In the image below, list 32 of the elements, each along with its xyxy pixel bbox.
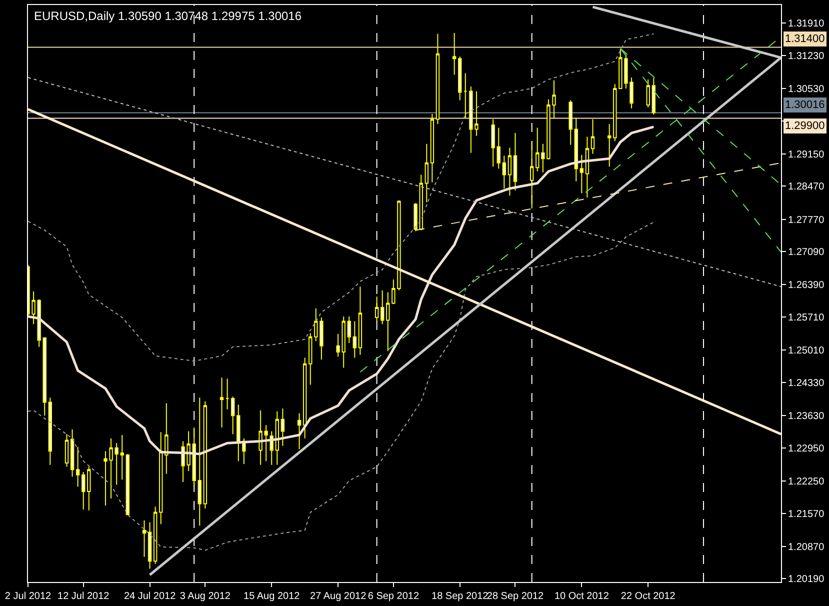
- y-tick-label: 1.23630: [788, 411, 825, 422]
- x-tick-label: 15 Aug 2012: [244, 591, 300, 602]
- y-tick-label: 1.25710: [788, 312, 825, 324]
- chart-title: EURUSD,Daily 1.30590 1.30748 1.29975 1.30016: [34, 9, 302, 23]
- x-tick-label: 3 Aug 2012: [180, 591, 231, 602]
- ref-line-label: 1.29900: [785, 120, 825, 132]
- y-tick-label: 1.22950: [788, 443, 825, 454]
- y-tick-label: 1.29150: [788, 149, 825, 160]
- ref-line-label: 1.30016: [785, 99, 825, 111]
- x-tick-label: 27 Aug 2012: [310, 591, 367, 602]
- y-tick-label: 1.25010: [788, 346, 825, 357]
- y-tick-label: 1.27090: [788, 247, 825, 258]
- x-tick-label: 18 Sep 2012: [432, 591, 489, 602]
- x-tick-label: 24 Jul 2012: [124, 591, 176, 602]
- x-tick-label: 28 Sep 2012: [486, 591, 544, 602]
- x-tick-label: 6 Sep 2012: [368, 591, 420, 602]
- y-tick-label: 1.26390: [788, 280, 825, 292]
- y-tick-label: 1.21570: [788, 508, 825, 520]
- ref-line-label: 1.31400: [785, 33, 825, 45]
- y-tick-label: 1.31230: [788, 50, 825, 62]
- y-tick-label: 1.20870: [788, 542, 825, 553]
- y-tick-label: 1.31910: [788, 18, 825, 30]
- y-tick-label: 1.27770: [788, 214, 825, 226]
- y-tick-label: 1.24330: [788, 378, 825, 389]
- x-tick-label: 22 Oct 2012: [620, 591, 676, 602]
- y-tick-label: 1.20190: [788, 574, 825, 586]
- x-tick-label: 2 Jul 2012: [4, 591, 52, 602]
- y-tick-label: 1.28470: [788, 182, 825, 193]
- y-tick-label: 1.22250: [788, 476, 825, 488]
- x-tick-label: 10 Oct 2012: [554, 591, 610, 602]
- y-tick-label: 1.30530: [788, 84, 825, 95]
- x-tick-label: 12 Jul 2012: [58, 591, 110, 602]
